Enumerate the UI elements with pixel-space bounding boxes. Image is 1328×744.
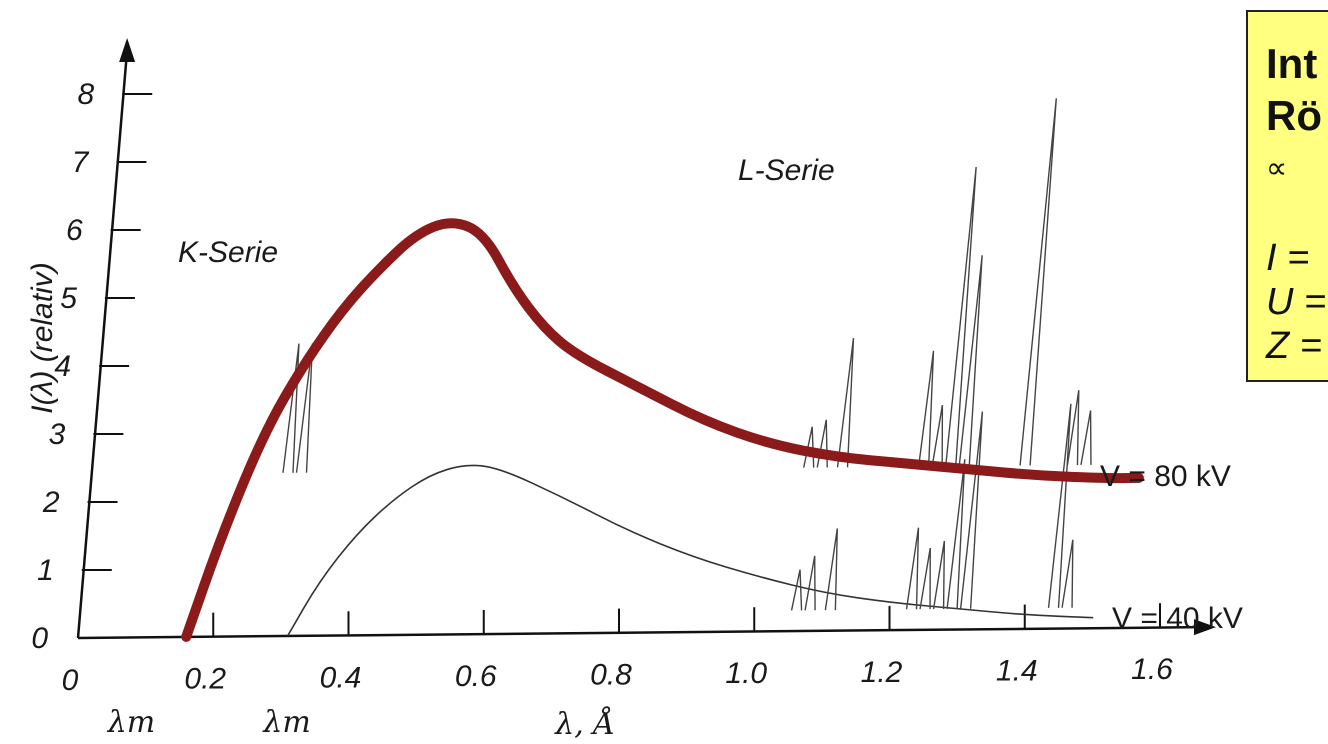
info-title-line1: Int [1266, 40, 1318, 87]
x-tick-label-1.4: 1.4 [996, 655, 1038, 688]
peak-80kv-8 [958, 255, 983, 467]
y-tick-label-7: 7 [72, 146, 90, 179]
y-axis [76, 49, 129, 639]
peak-40kv-7 [959, 411, 984, 609]
l-series-annotation: L-Serie [738, 154, 835, 187]
y-axis-label: I(λ) (relativ) [26, 262, 59, 413]
peak-80kv-10 [1066, 390, 1080, 466]
peak-80kv-6 [931, 405, 944, 467]
peak-80kv-3 [816, 419, 828, 468]
x-tick-label-0: 0 [62, 664, 79, 697]
x-axis-label: λ, Å [554, 706, 615, 742]
peak-80kv-4 [836, 338, 855, 468]
peak-40kv-3 [905, 527, 920, 610]
x-tick-label-1.6: 1.6 [1131, 653, 1173, 686]
x-axis [77, 625, 1201, 640]
peak-80kv-5 [917, 350, 935, 467]
peak-80kv-7 [945, 166, 977, 467]
x-axis-arrow [1194, 619, 1216, 636]
lambda-min-label-1: λm [107, 705, 155, 740]
peak-40kv-4 [919, 547, 931, 610]
series-80kv-line [181, 218, 1144, 642]
x-tick-label-1.2: 1.2 [861, 656, 903, 689]
info-line-atomic-number: Z = [1266, 325, 1322, 367]
peak-40kv-8 [1047, 403, 1072, 608]
k-series-annotation: K-Serie [178, 236, 278, 269]
lambda-min-label-2: λm [262, 705, 310, 740]
peak-80kv-0 [282, 343, 300, 473]
x-tick-label-0.8: 0.8 [590, 659, 632, 692]
peak-80kv-11 [1080, 410, 1092, 465]
peak-40kv-6 [946, 459, 966, 609]
series-40kv-label: V = 40 kV [1112, 602, 1243, 635]
x-tick-label-0.6: 0.6 [455, 660, 497, 693]
y-tick-label-1: 1 [37, 554, 54, 587]
peak-40kv-9 [1061, 539, 1074, 608]
x-tick-label-0.4: 0.4 [320, 661, 362, 694]
x-tick-label-1.0: 1.0 [725, 657, 767, 690]
y-tick-label-4: 4 [54, 350, 71, 383]
info-line-voltage: U = [1266, 281, 1327, 323]
y-tick-label-0: 0 [31, 622, 48, 655]
info-box: Int Rö ∝ I = U = Z = [1246, 10, 1328, 382]
y-axis-arrow [119, 38, 136, 62]
series-40kv-line [286, 464, 1094, 637]
peak-40kv-5 [932, 540, 946, 610]
peak-80kv-9 [1019, 98, 1058, 466]
peak-40kv-0 [790, 569, 803, 611]
y-tick-label-8: 8 [78, 78, 95, 111]
series-80kv-label: V = 80 kV [1100, 460, 1231, 493]
info-title-line2: Rö [1266, 92, 1322, 139]
y-tick-label-6: 6 [66, 214, 83, 247]
info-line-current: I = [1266, 237, 1310, 279]
peak-40kv-2 [824, 528, 839, 611]
y-tick-label-2: 2 [42, 486, 60, 519]
x-tick-label-0.2: 0.2 [184, 663, 226, 696]
y-tick-label-3: 3 [49, 418, 66, 451]
peak-40kv-1 [804, 555, 816, 611]
y-tick-label-5: 5 [60, 282, 77, 315]
proportional-symbol: ∝ [1266, 151, 1288, 186]
